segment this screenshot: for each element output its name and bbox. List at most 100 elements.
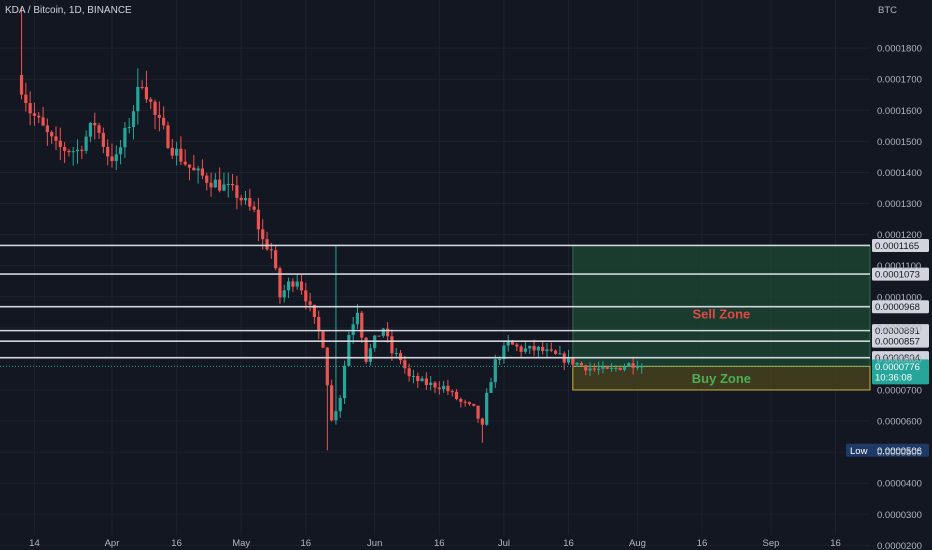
candle-body [592, 368, 596, 370]
candle-body [67, 150, 71, 153]
candle-body [321, 331, 325, 348]
candle-body [450, 391, 454, 393]
candle-body [127, 126, 131, 128]
candle-body [63, 146, 67, 151]
candle-body [338, 398, 342, 412]
candle-body [282, 290, 286, 298]
candle-body [299, 281, 304, 291]
candle-body [506, 340, 510, 346]
y-tick-label: 0.0001100 [877, 261, 921, 272]
candle-body [54, 136, 58, 141]
candle-body [162, 117, 166, 126]
candle-body [80, 149, 84, 151]
price-axis[interactable]: 0.0001800 0.0001700 0.0001600 0.0001500 0.00… [877, 44, 922, 550]
buy-zone-box[interactable] [572, 365, 871, 391]
y-tick-label: 0.0001700 [877, 75, 922, 86]
candle-body [157, 114, 161, 118]
candle-body [286, 281, 291, 291]
candle-body [463, 401, 467, 403]
candle-body [235, 185, 239, 198]
low-price-caption: Low [850, 446, 868, 457]
candle-body [545, 349, 549, 352]
current-price-tag [872, 359, 929, 385]
level-lines-layer: 0.00011650.00010730.00009680.00008910.00… [0, 238, 929, 457]
level-price-label: 0.0000804 [875, 353, 920, 364]
y-tick-label: 0.0000300 [877, 510, 922, 521]
y-tick-label: 0.0001600 [877, 106, 922, 117]
x-tick-label: Aug [629, 538, 646, 549]
candle-body [118, 147, 123, 155]
candle-body [50, 132, 54, 137]
candle-body [489, 382, 493, 393]
candle-body [480, 418, 484, 425]
candle-body [24, 94, 28, 104]
candle-body [420, 378, 424, 382]
candle-body [84, 136, 88, 151]
candle-body [485, 392, 489, 425]
candle-body [342, 365, 347, 399]
sell-zone-label: Sell Zone [693, 307, 751, 322]
candle-body [312, 304, 317, 318]
x-tick-label: 16 [697, 538, 708, 549]
candle-body [256, 209, 261, 230]
candle-body [386, 328, 390, 337]
candle-body [558, 353, 562, 355]
buy-zone-label: Buy Zone [692, 371, 751, 386]
chart-title: KDA / Bitcoin, 1D, BINANCE [5, 5, 132, 16]
candle-body [291, 281, 295, 287]
candle-body [196, 168, 200, 171]
candle-body [222, 184, 226, 191]
y-tick-label: 0.0000200 [877, 541, 922, 550]
y-tick-label: 0.0000400 [877, 479, 922, 490]
candle-body [265, 239, 269, 250]
candle-body [230, 183, 235, 186]
candle-body [407, 368, 411, 377]
candle-body [377, 335, 381, 337]
candle-body [174, 148, 179, 156]
x-tick-label: 16 [171, 538, 182, 549]
bar-countdown-label: 10:36:08 [875, 372, 912, 383]
low-price-value: 0.0000506 [877, 446, 922, 457]
candle-body [631, 363, 635, 368]
candle-body [41, 117, 45, 126]
candle-body [209, 182, 213, 188]
candle-body [588, 368, 592, 371]
y-tick-label: 0.0000900 [877, 323, 922, 334]
candle-body [446, 385, 450, 392]
candle-body [32, 113, 37, 116]
candle-body [192, 167, 196, 171]
candle-body [640, 366, 644, 368]
candle-body [442, 385, 446, 390]
candle-body [140, 86, 144, 88]
candle-body [454, 391, 459, 399]
candle-body [183, 161, 187, 165]
candle-body [476, 405, 480, 419]
candle-body [347, 335, 351, 366]
candle-body [166, 125, 170, 148]
candle-body [248, 198, 252, 207]
candle-body [106, 146, 110, 157]
level-price-tag [872, 238, 929, 252]
y-tick-label: 0.0001500 [877, 137, 922, 148]
candle-body [149, 99, 153, 102]
candle-body [597, 368, 601, 370]
candle-body [144, 87, 149, 100]
candle-body [37, 115, 41, 118]
candle-body [467, 402, 472, 404]
y-tick-label: 0.0000800 [877, 354, 922, 365]
candle-body [618, 367, 622, 370]
candle-body [605, 366, 609, 369]
x-tick-label: Sep [762, 538, 779, 549]
candle-body [614, 367, 618, 369]
candle-body [411, 376, 416, 378]
candle-body [213, 179, 217, 188]
time-axis[interactable]: 14 Apr 16 May 16 Jun 16 Jul 16 Aug 16 Sep 16 [29, 538, 841, 549]
candle-body [459, 398, 463, 402]
candle-body [308, 301, 312, 305]
candle-body [549, 349, 553, 351]
candle-body [274, 250, 278, 269]
y-tick-label: 0.0001300 [877, 199, 922, 210]
x-tick-label: Jul [498, 538, 510, 549]
candle-body [510, 340, 515, 345]
